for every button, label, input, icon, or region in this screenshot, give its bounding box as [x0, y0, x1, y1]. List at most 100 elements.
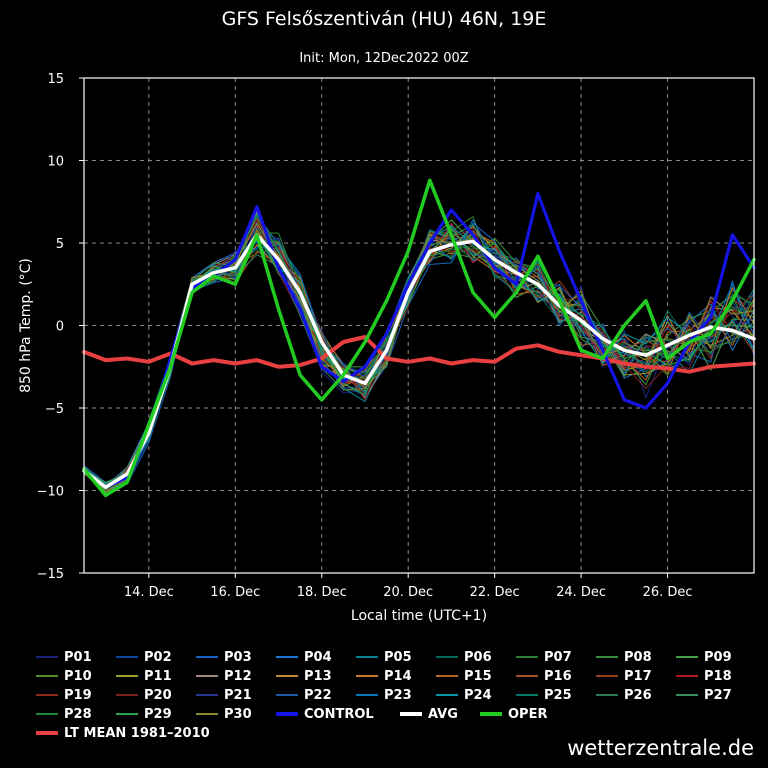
legend-label: P11 [144, 668, 172, 684]
legend-item-p22: P22 [276, 686, 332, 704]
chart-title: GFS Felsőszentiván (HU) 46N, 19E [221, 8, 547, 30]
legend-item-p08: P08 [596, 648, 652, 666]
legend-swatch [356, 675, 378, 677]
legend-label: P29 [144, 706, 172, 722]
legend-label: P13 [304, 668, 332, 684]
y-axis-label: 850 hPa Temp. (°C) [18, 258, 34, 393]
legend-swatch [676, 656, 698, 658]
legend-label: AVG [428, 706, 458, 722]
legend-item-p03: P03 [196, 648, 252, 666]
plot-frame [83, 77, 755, 574]
legend-swatch [276, 656, 298, 658]
legend-label: P24 [464, 687, 492, 703]
legend-label: P06 [464, 649, 492, 665]
legend-item-p10: P10 [36, 667, 92, 685]
series-line-avg [82, 233, 756, 489]
legend-label: P07 [544, 649, 572, 665]
legend-swatch [516, 675, 538, 677]
legend-label: P02 [144, 649, 172, 665]
y-tick-label: −5 [45, 402, 64, 417]
legend-label: P03 [224, 649, 252, 665]
legend-swatch [196, 694, 218, 696]
legend-swatch [676, 675, 698, 677]
legend-label: P05 [384, 649, 412, 665]
legend-item-p05: P05 [356, 648, 412, 666]
legend-swatch [516, 694, 538, 696]
legend-item-p26: P26 [596, 686, 652, 704]
legend-item-p18: P18 [676, 667, 732, 685]
legend-item-p20: P20 [116, 686, 172, 704]
x-tick-label: 22. Dec [470, 585, 520, 600]
legend-item-p06: P06 [436, 648, 492, 666]
legend-swatch [436, 694, 458, 696]
legend-item-oper: OPER [480, 705, 547, 723]
legend-item-p02: P02 [116, 648, 172, 666]
legend-label: CONTROL [304, 706, 374, 722]
legend-item-p16: P16 [516, 667, 572, 685]
legend-label: P22 [304, 687, 332, 703]
legend-label: P26 [624, 687, 652, 703]
legend-label: P25 [544, 687, 572, 703]
legend-label: P17 [624, 668, 652, 684]
legend-swatch [676, 694, 698, 696]
legend-swatch [196, 675, 218, 677]
legend-label: P30 [224, 706, 252, 722]
legend-swatch [116, 656, 138, 658]
legend-item-p25: P25 [516, 686, 572, 704]
legend-item-p21: P21 [196, 686, 252, 704]
legend-item-p12: P12 [196, 667, 252, 685]
legend-label: P01 [64, 649, 92, 665]
legend-label: P14 [384, 668, 412, 684]
site-watermark: wetterzentrale.de [567, 736, 754, 760]
legend-item-p15: P15 [436, 667, 492, 685]
legend-swatch [116, 675, 138, 677]
legend-label: P04 [304, 649, 332, 665]
legend-item-lt-mean-1981-2010: LT MEAN 1981–2010 [36, 724, 210, 742]
chart-subtitle: Init: Mon, 12Dec2022 00Z [299, 51, 469, 66]
chart-area: 15 10 5 0 −5 −10 −15 14. Dec 16. Dec 18. Dec 20. D… [18, 72, 756, 624]
legend-swatch [480, 712, 502, 716]
legend-swatch [596, 694, 618, 696]
legend-swatch [436, 675, 458, 677]
series-line-lt-mean-1981-2010 [82, 335, 756, 374]
y-tick-label: 15 [47, 72, 64, 87]
x-tick-label: 24. Dec [556, 585, 606, 600]
y-tick-label: 0 [56, 320, 64, 335]
legend-item-p28: P28 [36, 705, 92, 723]
x-tick-label: 14. Dec [124, 585, 174, 600]
legend-label: P10 [64, 668, 92, 684]
legend-swatch [356, 694, 378, 696]
legend-swatch [116, 694, 138, 696]
legend-swatch [356, 656, 378, 658]
legend-swatch [36, 656, 58, 658]
x-axis-label: Local time (UTC+1) [351, 608, 487, 624]
y-tick-label: −10 [37, 485, 64, 500]
legend-label: P12 [224, 668, 252, 684]
legend-swatch [36, 731, 58, 735]
legend-swatch [436, 656, 458, 658]
series-line-oper [82, 178, 756, 498]
legend-item-p30: P30 [196, 705, 252, 723]
series-line-p27 [83, 212, 755, 492]
plot-background [84, 78, 754, 573]
legend-swatch [596, 675, 618, 677]
legend-label: LT MEAN 1981–2010 [64, 725, 210, 741]
legend-label: OPER [508, 706, 548, 722]
legend-label: P08 [624, 649, 652, 665]
legend-swatch [116, 713, 138, 715]
legend-swatch [36, 675, 58, 677]
legend-item-p11: P11 [116, 667, 172, 685]
legend-item-p07: P07 [516, 648, 572, 666]
legend-item-control: CONTROL [276, 705, 374, 723]
legend-item-p27: P27 [676, 686, 732, 704]
legend-label: P27 [704, 687, 732, 703]
legend-item-p17: P17 [596, 667, 652, 685]
legend-item-p04: P04 [276, 648, 332, 666]
x-tick-label: 26. Dec [643, 585, 693, 600]
legend-item-p14: P14 [356, 667, 412, 685]
legend-swatch [276, 694, 298, 696]
legend-label: P21 [224, 687, 252, 703]
legend-swatch [196, 713, 218, 715]
legend-swatch [276, 712, 298, 716]
legend-swatch [196, 656, 218, 658]
